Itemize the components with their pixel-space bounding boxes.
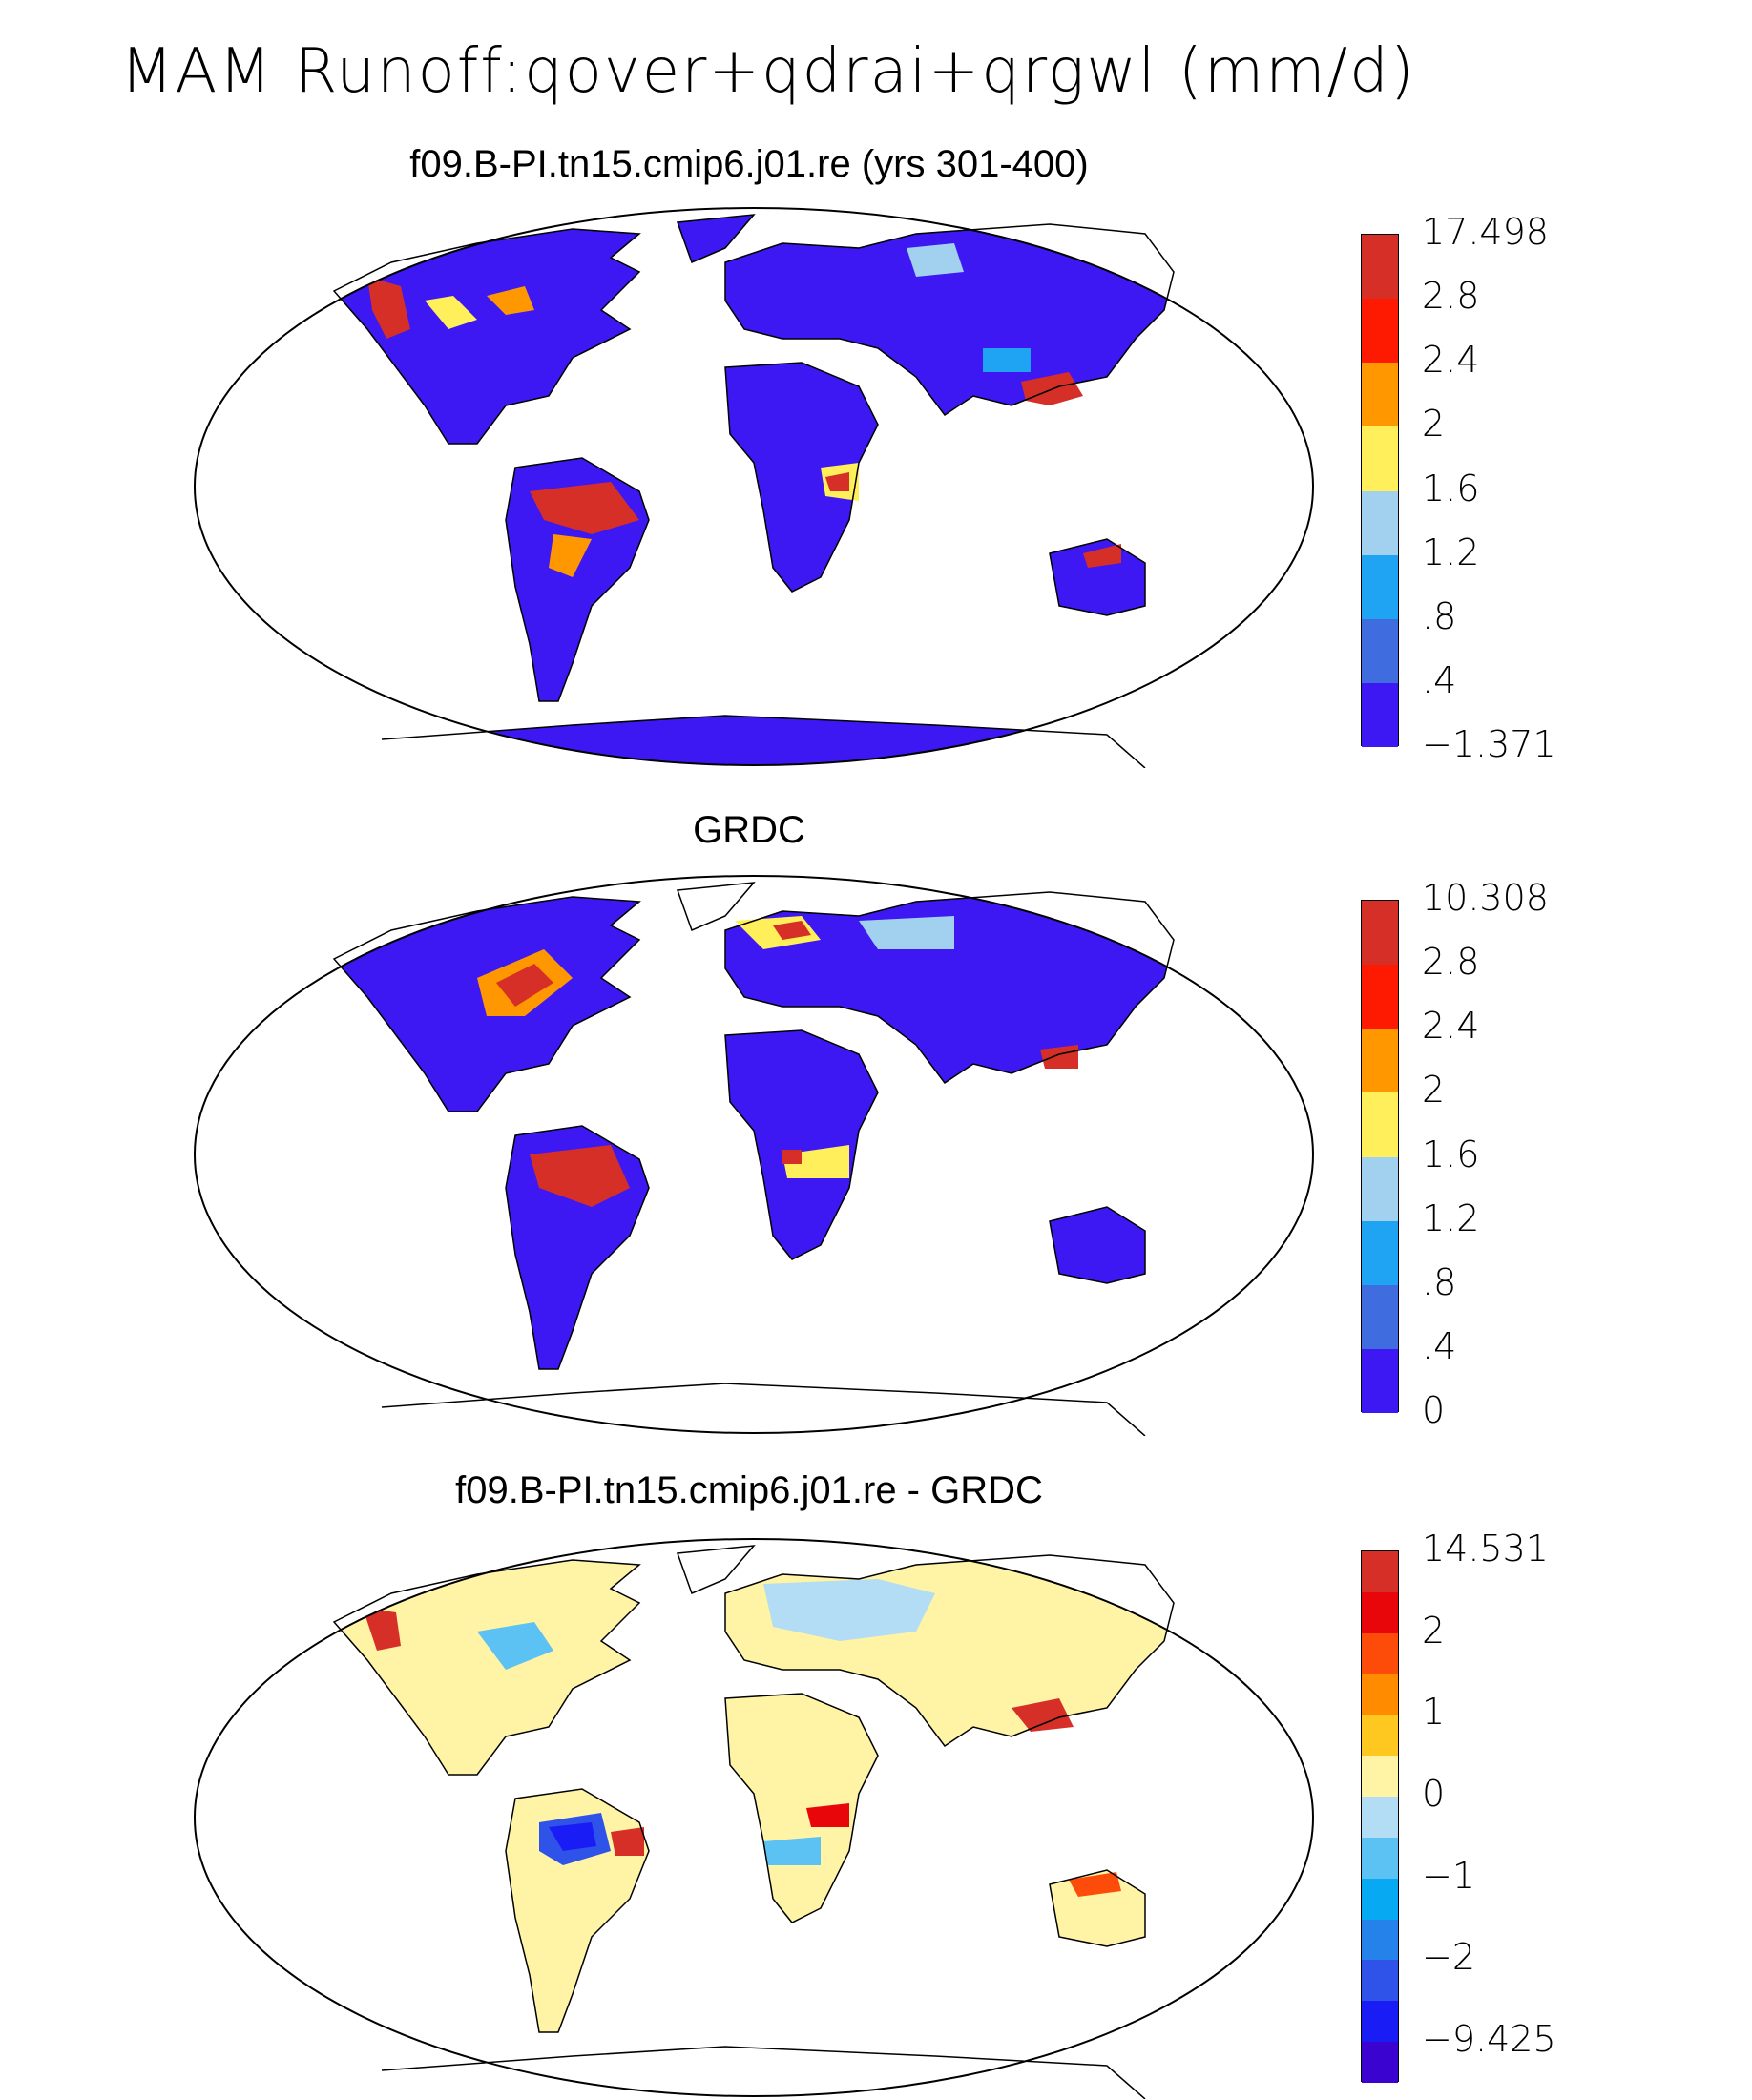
panel-title-model: f09.B-PI.tn15.cmip6.j01.re (yrs 301-400) [409,143,1089,185]
panel-title-diff: f09.B-PI.tn15.cmip6.j01.re - GRDC [455,1469,1043,1511]
colorbar-swatch [1362,426,1398,491]
land-fill-obs [334,892,1174,1369]
colorbar-model: 17.498 2.8 2.4 2 1.6 1.2 .8 .4 −1.371 [1355,211,1603,765]
colorbar-tick-label: 2.8 [1422,275,1480,318]
colorbar-tick-label: −9.425 [1422,2018,1556,2061]
colorbar-swatch [1362,2001,1398,2043]
colorbar-swatch [1362,1029,1398,1093]
colorbar-tick-label: 2.4 [1422,1005,1480,1048]
colorbar-tick-label: −2 [1422,1936,1476,1979]
colorbar-tick-label: 10.308 [1422,877,1549,919]
colorbar-tick-label: .4 [1422,658,1457,701]
colorbar-swatch [1362,363,1398,427]
colorbar-tick-label: −1 [1422,1854,1476,1897]
colorbar-swatch [1362,1715,1398,1757]
colorbar-tick-label: 1.2 [1422,1196,1480,1239]
colorbar-tick-label: 1.6 [1422,467,1480,509]
coastlines-model [332,214,1175,768]
colorbar-swatch [1362,299,1398,364]
colorbar-swatches-model [1361,234,1399,747]
colorbar-swatch [1362,1284,1398,1349]
colorbar-tick-label: 1.6 [1422,1133,1480,1175]
colorbar-tick-label: 1.2 [1422,530,1480,573]
colorbar-tick-label: .4 [1422,1324,1457,1367]
colorbar-tick-label: 14.531 [1422,1528,1549,1570]
colorbar-swatch [1362,1797,1398,1838]
colorbar-swatch [1362,554,1398,619]
colorbar-swatch [1362,1674,1398,1715]
colorbar-swatches-obs [1361,900,1399,1413]
colorbar-swatch [1362,965,1398,1029]
coastlines-diff [332,1545,1175,2099]
map-grdc-runoff [194,875,1314,1436]
colorbar-tick-label: 2 [1422,1609,1446,1652]
colorbar-swatch [1362,1756,1398,1798]
colorbar-swatch [1362,1551,1398,1592]
colorbar-swatch [1362,1348,1398,1413]
colorbar-swatch [1362,1092,1398,1157]
coastlines-obs [332,882,1175,1436]
colorbar-tick-label: 2 [1422,1069,1446,1112]
colorbar-swatch [1362,235,1398,300]
colorbar-swatch [1362,1632,1398,1674]
colorbar-swatches-diff [1361,1550,1399,2083]
colorbar-swatch [1362,1878,1398,1920]
colorbar-tick-label: 17.498 [1422,211,1549,253]
map-difference-runoff [194,1538,1314,2099]
colorbar-tick-label: 0 [1422,1773,1446,1816]
colorbar-swatch [1362,490,1398,555]
colorbar-tick-label: 0 [1422,1389,1446,1431]
colorbar-tick-label: 2.8 [1422,941,1480,984]
panel-title-obs: GRDC [693,809,805,851]
colorbar-swatch [1362,2042,1398,2083]
colorbar-tick-label: 2.4 [1422,339,1480,382]
colorbar-diff: 14.531 2 1 0 −1 −2 −9.425 [1355,1528,1603,2085]
colorbar-obs: 10.308 2.8 2.4 2 1.6 1.2 .8 .4 0 [1355,877,1603,1431]
colorbar-tick-label: .8 [1422,1260,1457,1303]
colorbar-swatch [1362,1591,1398,1633]
colorbar-tick-label: .8 [1422,594,1457,637]
colorbar-swatch [1362,1837,1398,1879]
colorbar-tick-label: 2 [1422,403,1446,446]
colorbar-swatch [1362,1220,1398,1285]
colorbar-tick-label: 1 [1422,1691,1446,1734]
colorbar-swatch [1362,1156,1398,1221]
main-title: MAM Runoff:qover+qdrai+qrgwl (mm/d) [120,36,1416,107]
colorbar-swatch [1362,1919,1398,1961]
colorbar-swatch [1362,618,1398,683]
colorbar-swatch [1362,682,1398,747]
colorbar-swatch [1362,1960,1398,2002]
colorbar-tick-label: −1.371 [1422,723,1556,765]
colorbar-swatch [1362,901,1398,966]
land-fill-diff [334,1555,1174,2032]
map-model-runoff [194,207,1314,768]
